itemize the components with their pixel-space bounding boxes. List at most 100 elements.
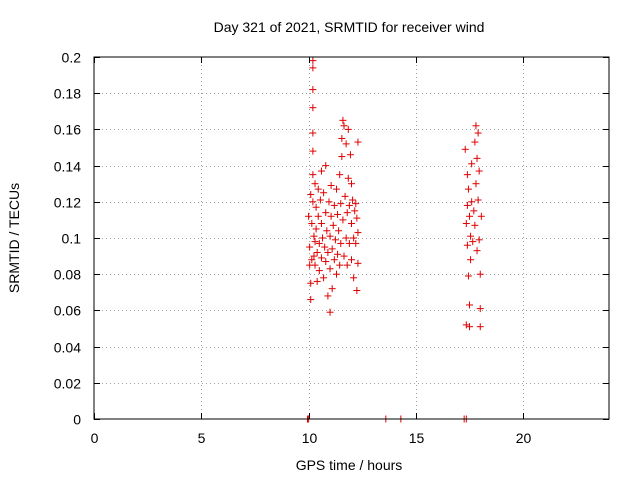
data-point — [463, 171, 471, 179]
grid — [94, 57, 609, 419]
data-point — [315, 267, 323, 275]
data-point — [321, 243, 329, 251]
data-point — [463, 201, 471, 209]
y-tick-label: 0.08 — [54, 267, 81, 283]
y-tick-label: 0.06 — [54, 303, 81, 319]
y-tick-label: 0.12 — [54, 195, 81, 211]
data-point — [337, 200, 345, 208]
data-point — [326, 308, 334, 316]
data-point — [350, 234, 358, 242]
data-point — [474, 196, 482, 204]
data-point — [350, 274, 358, 282]
data-point — [467, 232, 475, 240]
data-point — [354, 138, 362, 146]
data-point — [317, 220, 325, 228]
data-point — [309, 171, 317, 179]
data-point — [306, 243, 314, 251]
data-point — [335, 227, 343, 235]
data-point — [334, 210, 342, 218]
data-point — [462, 321, 470, 329]
data-point — [309, 104, 317, 112]
data-point — [314, 185, 322, 193]
data-point — [462, 220, 470, 228]
data-point — [471, 138, 479, 146]
data-point — [328, 285, 336, 293]
data-point — [353, 286, 361, 294]
data-point — [466, 212, 474, 220]
data-point — [311, 180, 319, 188]
data-point — [463, 241, 471, 249]
x-axis-label: GPS time / hours — [296, 457, 403, 473]
data-point — [334, 250, 342, 258]
data-point — [308, 256, 316, 264]
data-point — [310, 252, 318, 260]
data-point — [328, 245, 336, 253]
data-points — [304, 57, 485, 423]
data-point — [327, 212, 335, 220]
data-point — [345, 239, 353, 247]
data-point — [336, 171, 344, 179]
data-point — [326, 265, 334, 273]
data-point — [475, 167, 483, 175]
y-tick-label: 0.2 — [62, 50, 82, 66]
data-point — [351, 207, 359, 215]
data-point — [325, 198, 333, 206]
data-point — [472, 180, 480, 188]
data-point — [332, 270, 340, 278]
data-point — [311, 238, 319, 246]
data-point — [346, 151, 354, 159]
data-point — [316, 196, 324, 204]
data-point — [341, 192, 349, 200]
data-point — [313, 248, 321, 256]
data-point — [338, 153, 346, 161]
data-point — [314, 212, 322, 220]
y-tick-label: 0.02 — [54, 376, 81, 392]
data-point — [468, 160, 476, 168]
data-point — [343, 261, 351, 269]
data-point — [332, 185, 340, 193]
data-point — [474, 129, 482, 137]
y-tick-label: 0.18 — [54, 86, 81, 102]
x-tick-label: 10 — [302, 430, 318, 446]
data-point — [309, 57, 317, 65]
y-tick-label: 0.1 — [62, 231, 82, 247]
data-point — [317, 254, 325, 262]
data-point — [464, 185, 472, 193]
data-point — [317, 167, 325, 175]
data-point — [340, 122, 348, 130]
data-point — [338, 134, 346, 142]
data-point — [323, 227, 331, 235]
data-point — [339, 216, 347, 224]
data-point — [476, 270, 484, 278]
y-tick-label: 0 — [73, 412, 81, 428]
data-point — [336, 261, 344, 269]
y-tick-label: 0.16 — [54, 122, 81, 138]
data-point — [309, 129, 317, 137]
data-point — [312, 203, 320, 211]
data-point — [305, 212, 313, 220]
data-point — [340, 252, 348, 260]
data-point — [326, 232, 334, 240]
data-point — [461, 145, 469, 153]
data-point — [309, 64, 317, 72]
data-point — [354, 229, 362, 237]
data-point — [339, 116, 347, 124]
data-point — [324, 248, 332, 256]
data-point — [352, 239, 360, 247]
data-point — [473, 247, 481, 255]
data-point — [466, 301, 474, 309]
data-point — [470, 207, 478, 215]
data-point — [309, 147, 317, 155]
data-point — [330, 256, 338, 264]
x-tick-label: 20 — [516, 430, 532, 446]
data-point — [342, 140, 350, 148]
data-point — [343, 209, 351, 217]
chart-title: Day 321 of 2021, SRMTID for receiver win… — [214, 19, 485, 35]
data-point — [320, 189, 328, 197]
y-tick-label: 0.04 — [54, 340, 81, 356]
data-point — [322, 162, 330, 170]
data-point — [307, 279, 315, 287]
x-tick-label: 5 — [198, 430, 206, 446]
data-point — [307, 296, 315, 304]
data-point — [468, 198, 476, 206]
